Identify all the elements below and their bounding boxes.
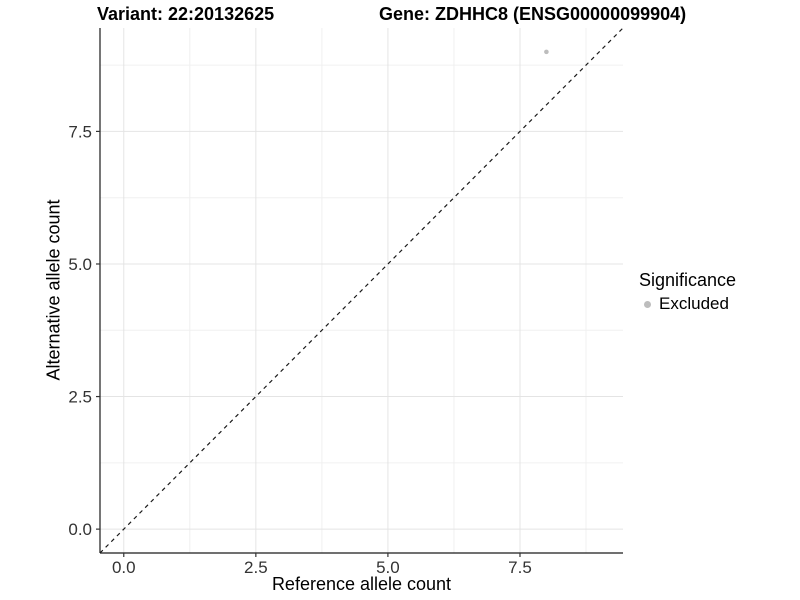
data-point (544, 49, 549, 55)
y-tick-label: 0.0 (68, 520, 92, 539)
legend-item-label: Excluded (659, 294, 729, 313)
x-axis-title: Reference allele count (271, 574, 452, 594)
plot-title-variant: Variant: 22:20132625 (97, 4, 275, 24)
y-axis-title: Alternative allele count (43, 199, 64, 381)
x-tick-label: 5.0 (376, 558, 400, 577)
y-tick-label: 5.0 (68, 255, 92, 274)
plot-title-gene: Gene: ZDHHC8 (ENSG00000099904) (379, 4, 687, 24)
legend: Significance Excluded (639, 270, 736, 314)
legend-item-excluded: Excluded (639, 294, 736, 314)
x-tick-label: 7.5 (508, 558, 532, 577)
legend-title: Significance (639, 270, 737, 290)
y-tick-label: 7.5 (68, 122, 92, 141)
identity-dashed-line (99, 27, 624, 554)
legend-key (639, 296, 656, 313)
x-tick-label: 0.0 (112, 558, 136, 577)
legend-point-icon (644, 300, 651, 308)
y-tick-label: 2.5 (68, 388, 92, 407)
x-tick-label: 2.5 (244, 558, 268, 577)
